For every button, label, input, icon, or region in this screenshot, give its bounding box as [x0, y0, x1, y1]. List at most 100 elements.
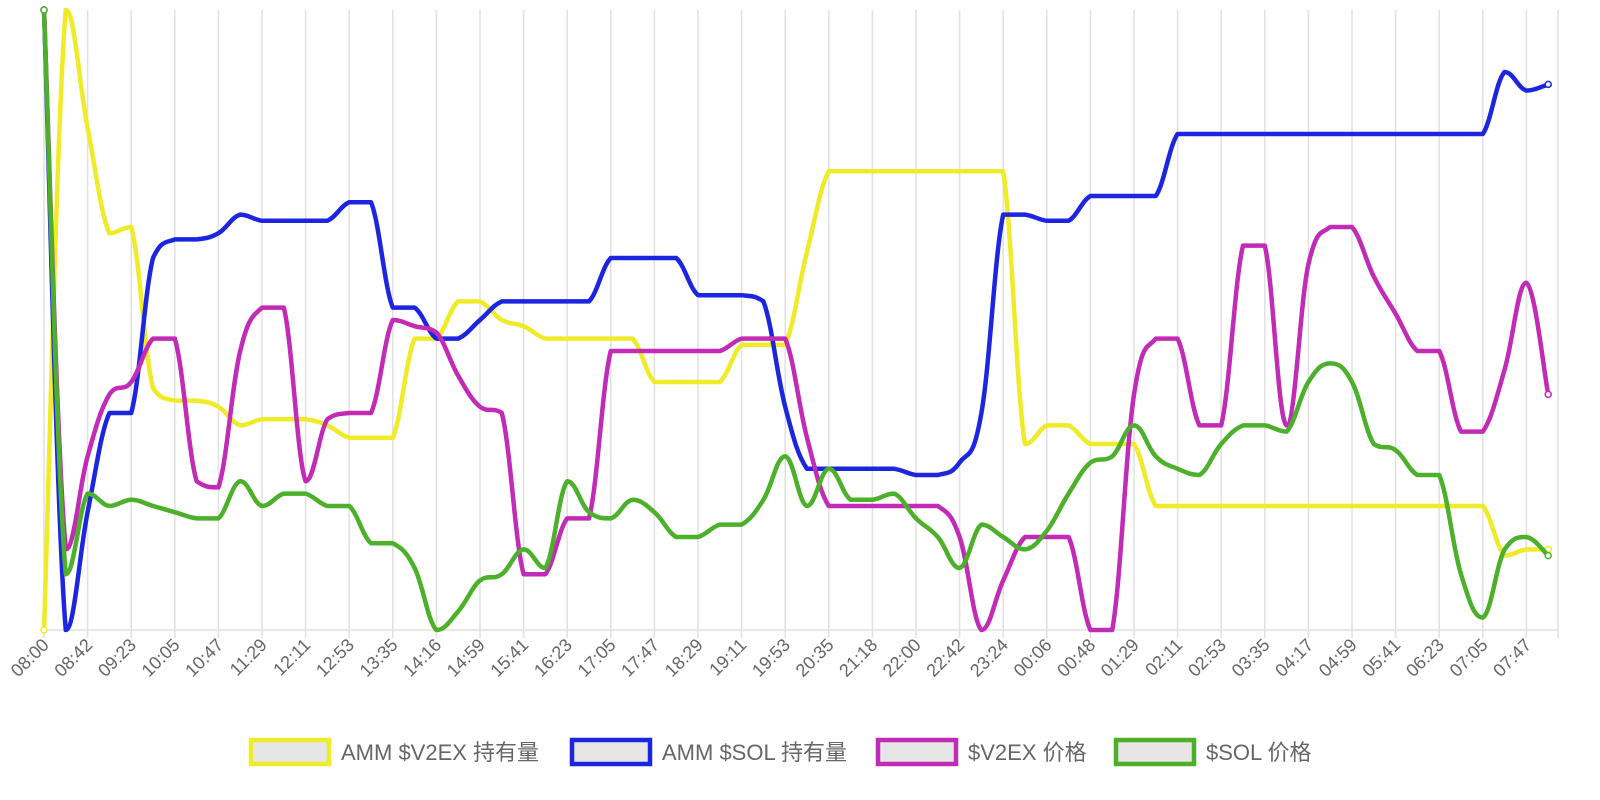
data-point[interactable]	[1088, 442, 1093, 446]
data-point[interactable]	[674, 349, 678, 353]
data-point[interactable]	[848, 169, 853, 173]
data-point[interactable]	[129, 411, 133, 415]
data-point[interactable]	[1132, 423, 1136, 428]
data-point[interactable]	[238, 212, 242, 217]
data-point[interactable]	[456, 609, 461, 614]
data-point[interactable]	[129, 380, 133, 384]
data-point[interactable]	[1045, 529, 1049, 533]
data-point[interactable]	[718, 293, 722, 298]
data-point[interactable]	[1088, 460, 1093, 465]
data-point[interactable]	[652, 510, 657, 514]
data-point[interactable]	[456, 336, 461, 341]
data-point[interactable]	[412, 566, 417, 570]
data-point[interactable]	[957, 535, 962, 539]
data-point[interactable]	[652, 380, 657, 384]
data-point[interactable]	[40, 6, 48, 14]
data-point[interactable]	[892, 491, 896, 496]
data-point[interactable]	[696, 349, 700, 353]
data-point[interactable]	[587, 510, 591, 514]
data-point[interactable]	[260, 219, 264, 223]
data-point[interactable]	[173, 237, 177, 242]
data-point[interactable]	[914, 516, 918, 521]
data-point[interactable]	[1328, 132, 1332, 136]
data-point[interactable]	[282, 417, 286, 422]
data-point[interactable]	[107, 392, 112, 397]
data-point[interactable]	[500, 411, 504, 415]
data-point[interactable]	[1350, 225, 1354, 229]
data-point[interactable]	[1481, 429, 1485, 434]
data-point[interactable]	[652, 349, 657, 353]
data-point[interactable]	[1544, 551, 1552, 560]
data-point[interactable]	[216, 516, 221, 521]
data-point[interactable]	[979, 169, 984, 173]
data-point[interactable]	[347, 436, 352, 440]
data-point[interactable]	[521, 572, 526, 576]
data-point[interactable]	[1415, 504, 1420, 508]
data-point[interactable]	[64, 628, 68, 632]
data-point[interactable]	[1372, 274, 1376, 279]
data-point[interactable]	[1502, 70, 1507, 74]
data-point[interactable]	[805, 250, 809, 254]
data-point[interactable]	[1219, 423, 1223, 428]
data-point[interactable]	[957, 566, 962, 570]
data-point[interactable]	[173, 336, 177, 341]
data-point[interactable]	[674, 256, 678, 260]
data-point[interactable]	[1437, 473, 1441, 477]
data-point[interactable]	[347, 411, 352, 415]
series-line[interactable]	[41, 7, 1551, 633]
data-point[interactable]	[1175, 132, 1180, 136]
data-point[interactable]	[194, 398, 199, 403]
data-point[interactable]	[1481, 132, 1485, 136]
data-point[interactable]	[434, 330, 439, 335]
data-point[interactable]	[565, 516, 569, 521]
data-point[interactable]	[1241, 504, 1245, 508]
data-point[interactable]	[1023, 212, 1027, 217]
data-point[interactable]	[827, 467, 831, 471]
data-point[interactable]	[521, 299, 526, 304]
data-point[interactable]	[761, 299, 766, 304]
data-point[interactable]	[260, 504, 264, 508]
data-point[interactable]	[194, 237, 199, 242]
data-point[interactable]	[936, 504, 940, 508]
series-line[interactable]	[41, 7, 1551, 633]
data-point[interactable]	[151, 256, 155, 260]
data-point[interactable]	[412, 324, 417, 329]
data-point[interactable]	[129, 225, 133, 229]
data-point[interactable]	[303, 491, 308, 496]
data-point[interactable]	[1524, 535, 1529, 539]
data-point[interactable]	[1284, 429, 1289, 434]
data-point[interactable]	[848, 467, 853, 471]
data-point[interactable]	[696, 535, 700, 539]
data-point[interactable]	[1197, 504, 1202, 508]
data-point[interactable]	[1154, 454, 1158, 459]
data-point[interactable]	[216, 485, 221, 490]
data-point[interactable]	[783, 336, 787, 341]
data-point[interactable]	[1132, 194, 1136, 198]
data-point[interactable]	[1459, 429, 1463, 434]
data-point[interactable]	[1481, 504, 1485, 508]
data-point[interactable]	[739, 343, 744, 347]
data-point[interactable]	[936, 169, 940, 173]
data-point[interactable]	[391, 318, 395, 322]
data-point[interactable]	[1241, 423, 1245, 428]
data-point[interactable]	[1023, 442, 1027, 446]
data-point[interactable]	[260, 305, 264, 310]
data-point[interactable]	[1328, 225, 1332, 229]
data-point[interactable]	[848, 504, 853, 508]
data-point[interactable]	[260, 417, 264, 422]
data-point[interactable]	[1197, 423, 1202, 428]
data-point[interactable]	[282, 491, 286, 496]
data-point[interactable]	[107, 411, 112, 415]
data-point[interactable]	[805, 504, 809, 508]
data-point[interactable]	[1110, 454, 1114, 459]
data-point[interactable]	[85, 491, 90, 496]
data-point[interactable]	[783, 454, 787, 459]
data-point[interactable]	[1066, 423, 1071, 428]
data-point[interactable]	[609, 256, 613, 260]
data-point[interactable]	[1154, 504, 1158, 508]
data-point[interactable]	[914, 169, 918, 173]
data-point[interactable]	[238, 349, 242, 353]
data-point[interactable]	[1544, 390, 1552, 399]
data-point[interactable]	[892, 169, 896, 173]
data-point[interactable]	[1284, 423, 1289, 428]
